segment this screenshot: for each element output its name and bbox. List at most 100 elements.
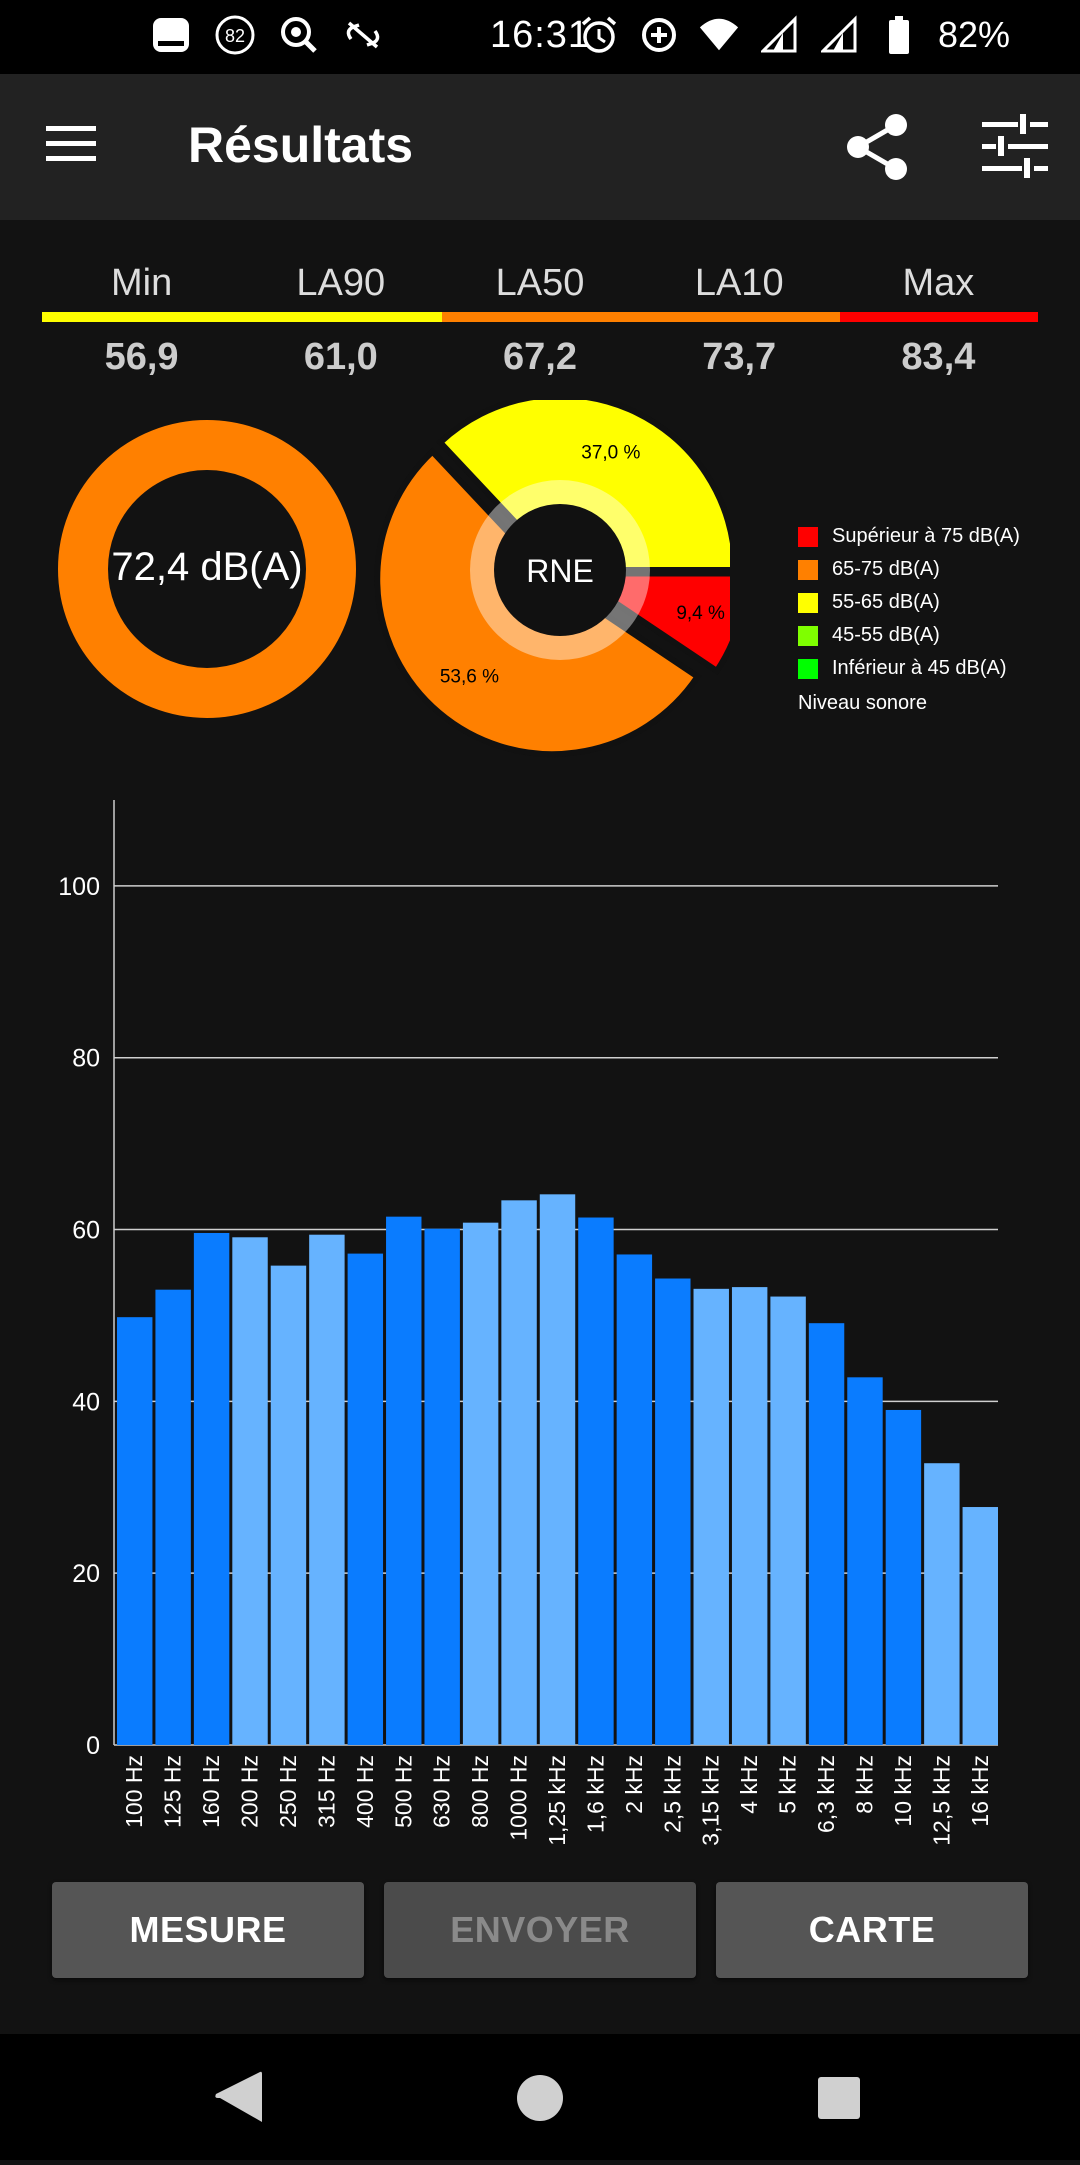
badge-82-icon: 82 xyxy=(214,14,256,56)
legend-item: 55-65 dB(A) xyxy=(798,586,1020,619)
stat-value-la90: 61,0 xyxy=(303,336,378,378)
bar xyxy=(808,1323,845,1745)
tune-icon[interactable] xyxy=(980,114,1050,180)
legend-label: 45-55 dB(A) xyxy=(832,624,940,646)
action-buttons: MESURE ENVOYER CARTE xyxy=(52,1882,1028,1978)
bar xyxy=(731,1287,768,1745)
x-tick-label: 630 Hz xyxy=(429,1755,455,1828)
x-tick-label: 5 kHz xyxy=(775,1755,801,1814)
send-button[interactable]: ENVOYER xyxy=(384,1882,696,1978)
recents-icon[interactable] xyxy=(818,2077,860,2119)
legend-item: 65-75 dB(A) xyxy=(798,553,1020,586)
share-icon[interactable] xyxy=(842,112,912,182)
pie-center-label: RNE xyxy=(526,553,594,589)
x-tick-label: 10 kHz xyxy=(890,1755,916,1827)
stat-label-min: Min xyxy=(110,262,173,304)
bar xyxy=(924,1463,960,1745)
y-tick-label: 80 xyxy=(72,1045,100,1073)
bar xyxy=(347,1253,384,1745)
x-tick-label: 3,15 kHz xyxy=(698,1755,724,1846)
stat-label-la10: LA10 xyxy=(694,262,784,304)
legend-item: Inférieur à 45 dB(A) xyxy=(798,652,1020,685)
legend-title: Niveau sonore xyxy=(798,692,927,714)
bar xyxy=(193,1232,230,1745)
y-tick-label: 100 xyxy=(58,873,100,901)
navigation-bar xyxy=(0,2034,1080,2160)
x-tick-label: 12,5 kHz xyxy=(928,1755,954,1846)
bar xyxy=(655,1278,691,1745)
pie-slice-label: 37,0 % xyxy=(581,443,640,464)
x-tick-label: 1000 Hz xyxy=(506,1755,532,1841)
bar xyxy=(770,1296,806,1745)
bar xyxy=(539,1194,576,1745)
bar xyxy=(885,1409,922,1745)
x-tick-label: 400 Hz xyxy=(352,1755,378,1828)
signal-icon xyxy=(758,14,800,56)
legend-label: Inférieur à 45 dB(A) xyxy=(832,657,1007,679)
legend-item: Supérieur à 75 dB(A) xyxy=(798,520,1020,553)
stat-value-la50: 67,2 xyxy=(503,336,577,378)
bar xyxy=(616,1254,653,1745)
x-tick-label: 800 Hz xyxy=(467,1755,493,1828)
x-tick-label: 2 kHz xyxy=(621,1755,647,1814)
bar xyxy=(309,1234,345,1745)
x-tick-label: 1,6 kHz xyxy=(582,1755,608,1833)
rne-pie-chart: RNE 9,4 % 53,6 % 37,0 % xyxy=(370,392,750,760)
pie-slice xyxy=(435,392,739,573)
legend-label: 55-65 dB(A) xyxy=(832,591,940,613)
battery-icon xyxy=(878,14,920,56)
x-tick-label: 200 Hz xyxy=(237,1755,263,1828)
signal-icon xyxy=(818,14,860,56)
stat-color-bar xyxy=(42,312,1038,322)
stat-value-la10: 73,7 xyxy=(702,336,777,378)
bar xyxy=(578,1217,614,1745)
search-app-icon xyxy=(278,14,320,56)
x-tick-label: 8 kHz xyxy=(851,1755,877,1814)
pie-slice-label: 53,6 % xyxy=(440,667,499,688)
bar xyxy=(462,1222,499,1745)
stat-value-min: 56,9 xyxy=(104,336,179,378)
legend-label: 65-75 dB(A) xyxy=(832,558,940,580)
x-tick-label: 4 kHz xyxy=(736,1755,762,1814)
app-bar: Résultats xyxy=(0,74,1080,220)
level-gauge: 72,4 dB(A) xyxy=(58,420,356,718)
x-tick-label: 16 kHz xyxy=(967,1755,993,1827)
legend-swatch xyxy=(798,526,818,547)
x-tick-label: 250 Hz xyxy=(275,1755,301,1828)
x-tick-label: 2,5 kHz xyxy=(659,1755,685,1833)
bar xyxy=(501,1200,537,1745)
menu-icon[interactable] xyxy=(46,124,98,164)
stat-bar-orange xyxy=(442,312,840,322)
bar xyxy=(232,1237,268,1745)
stat-bar-yellow xyxy=(42,312,442,322)
wifi-icon xyxy=(698,14,740,56)
svg-text:82: 82 xyxy=(225,26,245,46)
x-tick-label: 1,25 kHz xyxy=(544,1755,570,1846)
stat-value-max: 83,4 xyxy=(901,336,976,378)
stat-label-max: Max xyxy=(902,262,975,304)
home-icon[interactable] xyxy=(517,2075,563,2121)
map-button[interactable]: CARTE xyxy=(716,1882,1028,1978)
status-bar: 82 16:31 82% xyxy=(0,0,1080,74)
bar xyxy=(962,1507,998,1745)
frequency-bar-chart: 0 20 40 60 80 100 100 Hz 125 Hz 160 Hz 200 Hz 250… xyxy=(0,790,1080,1860)
legend-swatch xyxy=(798,559,818,580)
x-tick-label: 315 Hz xyxy=(313,1755,339,1828)
bar xyxy=(424,1228,460,1745)
measure-button[interactable]: MESURE xyxy=(52,1882,364,1978)
x-tick-label: 100 Hz xyxy=(121,1755,147,1828)
statistics-panel: Min LA90 LA50 LA10 Max 56,9 61,0 67,2 73… xyxy=(42,262,1038,379)
bar xyxy=(155,1289,191,1745)
bar xyxy=(117,1317,153,1745)
stat-label-la50: LA50 xyxy=(495,262,585,304)
legend-swatch xyxy=(798,592,818,613)
level-gauge-value: 72,4 dB(A) xyxy=(111,545,303,589)
back-icon[interactable] xyxy=(220,2074,262,2122)
y-tick-label: 0 xyxy=(86,1732,100,1760)
notification-icon xyxy=(150,14,192,56)
bar xyxy=(693,1288,729,1745)
x-tick-label: 500 Hz xyxy=(390,1755,416,1828)
data-saver-icon xyxy=(638,14,680,56)
pie-slice-label: 9,4 % xyxy=(676,603,725,624)
x-tick-label: 6,3 kHz xyxy=(813,1755,839,1833)
